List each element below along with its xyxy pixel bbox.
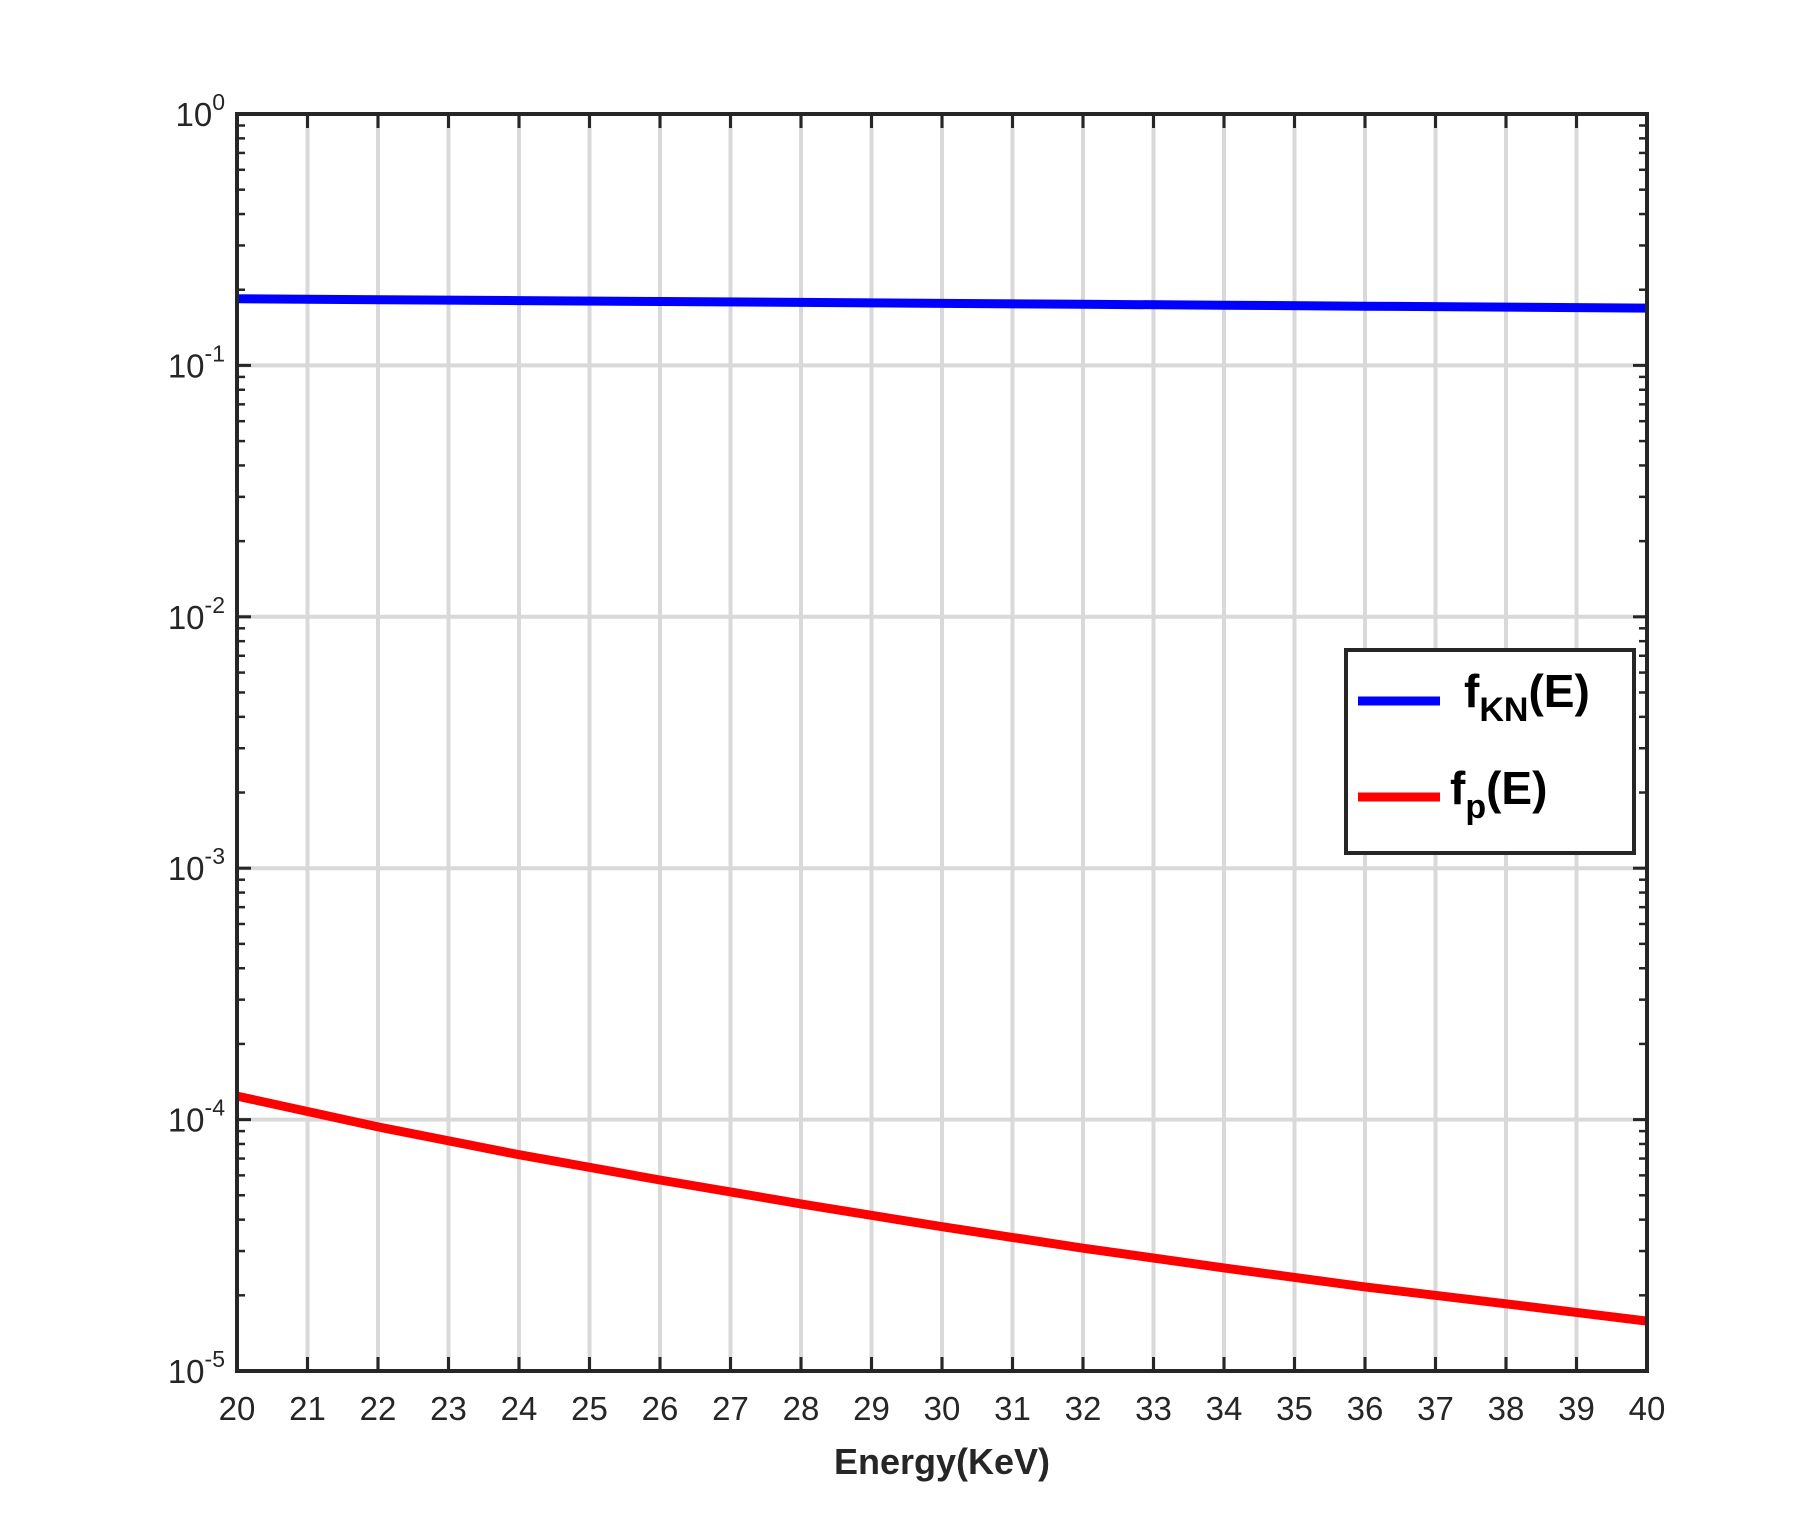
x-axis-label: Energy(KeV) [834,1441,1050,1482]
y-tick-label: 10-5 [168,1346,225,1390]
x-tick-label: 30 [924,1390,961,1427]
x-tick-label: 21 [289,1390,326,1427]
x-tick-label: 24 [501,1390,538,1427]
x-tick-label: 20 [219,1390,256,1427]
x-tick-label: 35 [1276,1390,1313,1427]
x-tick-label: 39 [1558,1390,1595,1427]
legend-entry-fkn: fKN(E) [1464,665,1590,729]
x-tick-label: 22 [360,1390,397,1427]
x-tick-label: 28 [783,1390,820,1427]
x-tick-label: 40 [1629,1390,1666,1427]
legend: fKN(E) fp(E) [1344,648,1636,855]
y-tick-label: 10-3 [168,843,225,887]
x-tick-label: 34 [1206,1390,1243,1427]
series-line-1 [236,1091,1648,1326]
y-tick-label: 100 [175,89,225,133]
x-tick-label: 23 [430,1390,467,1427]
x-tick-label: 29 [853,1390,890,1427]
y-tick-label: 10-4 [168,1095,225,1139]
ticks [235,112,1649,1373]
x-tick-labels: 20 21 22 23 24 25 26 27 28 29 30 31 32 33 34 35 36 37 38 39… [219,1390,1666,1427]
y-tick-label: 10-1 [168,340,225,384]
legend-entry-fp: fp(E) [1450,762,1547,826]
y-tick-labels: 10-5 10-4 10-3 10-2 10-1 100 [168,89,225,1390]
x-tick-label: 38 [1488,1390,1525,1427]
x-tick-label: 36 [1347,1390,1384,1427]
x-tick-label: 26 [642,1390,679,1427]
x-tick-label: 33 [1135,1390,1172,1427]
series-line-0 [236,294,1648,313]
x-tick-label: 31 [994,1390,1031,1427]
series-layer [236,294,1648,1326]
x-tick-label: 37 [1417,1390,1454,1427]
x-tick-label: 27 [712,1390,749,1427]
y-tick-label: 10-2 [168,592,225,636]
x-tick-label: 25 [571,1390,608,1427]
x-tick-label: 32 [1065,1390,1102,1427]
legend-box [1344,648,1636,855]
